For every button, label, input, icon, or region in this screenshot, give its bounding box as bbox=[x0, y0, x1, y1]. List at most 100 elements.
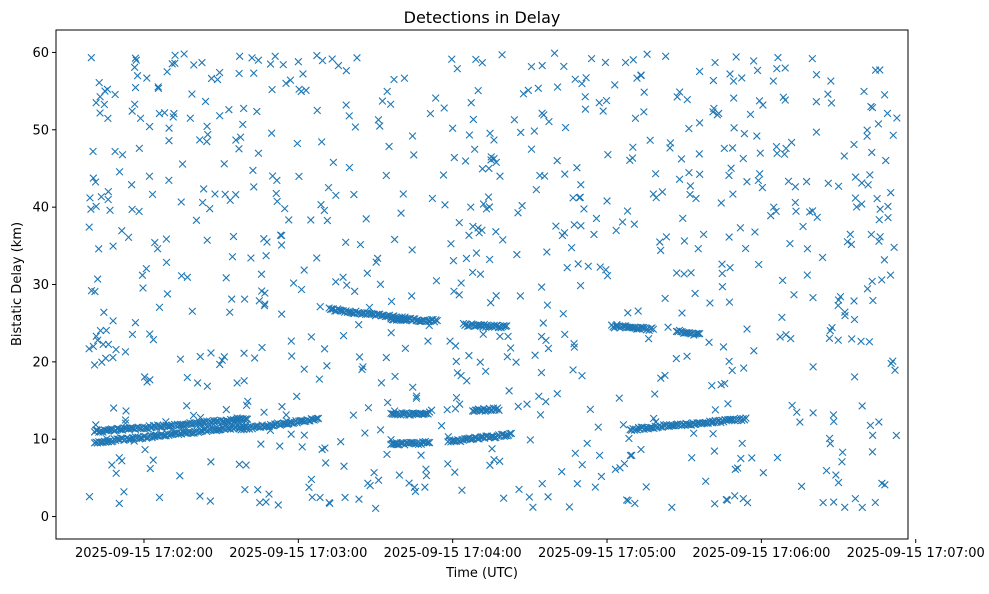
data-point-357 bbox=[755, 170, 764, 178]
data-point-704 bbox=[95, 78, 104, 87]
data-point-371 bbox=[536, 171, 544, 180]
data-point-177 bbox=[203, 382, 212, 391]
data-point-1095 bbox=[313, 414, 321, 423]
data-point-384 bbox=[371, 504, 380, 513]
data-point-169 bbox=[85, 344, 93, 353]
data-point-812 bbox=[865, 337, 874, 346]
data-point-700 bbox=[86, 194, 94, 202]
data-point-140 bbox=[382, 353, 391, 362]
data-point-762 bbox=[431, 94, 440, 102]
data-point-69 bbox=[850, 315, 859, 324]
data-point-646 bbox=[851, 194, 860, 202]
data-point-666 bbox=[118, 226, 126, 235]
x-tick-label-0: 2025-09-15 17:02:00 bbox=[75, 546, 213, 561]
data-point-267 bbox=[884, 213, 892, 222]
data-point-40 bbox=[262, 498, 270, 506]
data-point-5 bbox=[725, 298, 734, 306]
data-point-252 bbox=[139, 284, 147, 292]
data-point-501 bbox=[101, 354, 110, 363]
data-point-681 bbox=[279, 60, 288, 69]
data-point-315 bbox=[655, 238, 664, 246]
data-point-263 bbox=[263, 238, 271, 246]
data-point-213 bbox=[662, 233, 671, 241]
y-tick-label-0: 0 bbox=[41, 510, 49, 525]
data-point-645 bbox=[145, 122, 154, 131]
data-point-146 bbox=[488, 444, 496, 453]
data-point-633 bbox=[558, 231, 567, 240]
data-point-544 bbox=[250, 354, 259, 362]
data-point-50 bbox=[868, 277, 876, 286]
data-point-66 bbox=[658, 188, 667, 196]
data-point-413 bbox=[289, 279, 298, 287]
data-point-566 bbox=[850, 297, 858, 305]
data-point-687 bbox=[724, 399, 732, 408]
data-point-46 bbox=[155, 303, 164, 312]
data-point-536 bbox=[356, 240, 365, 249]
data-point-701 bbox=[87, 286, 96, 295]
data-point-569 bbox=[725, 233, 733, 241]
data-point-541 bbox=[410, 483, 419, 492]
data-point-699 bbox=[803, 244, 812, 253]
data-point-415 bbox=[578, 371, 586, 380]
data-point-277 bbox=[142, 264, 151, 273]
data-point-695 bbox=[231, 190, 240, 199]
data-point-738 bbox=[235, 52, 244, 61]
y-tick-label-4: 40 bbox=[32, 201, 49, 216]
data-point-209 bbox=[153, 244, 162, 253]
data-point-105 bbox=[163, 290, 172, 298]
data-point-1073 bbox=[282, 419, 290, 428]
data-point-170 bbox=[656, 374, 665, 382]
data-point-64 bbox=[443, 405, 451, 414]
data-point-791 bbox=[675, 175, 684, 184]
data-point-713 bbox=[115, 499, 124, 508]
data-point-26 bbox=[130, 63, 139, 72]
data-point-250 bbox=[145, 172, 154, 181]
data-point-1472 bbox=[692, 329, 701, 338]
data-point-728 bbox=[180, 50, 188, 58]
data-point-216 bbox=[273, 197, 282, 206]
data-point-283 bbox=[624, 309, 632, 317]
data-point-298 bbox=[694, 244, 703, 253]
data-point-748 bbox=[302, 86, 310, 95]
data-point-174 bbox=[258, 343, 266, 352]
data-point-794 bbox=[711, 58, 719, 67]
data-point-552 bbox=[215, 360, 224, 369]
data-point-682 bbox=[428, 194, 437, 203]
data-point-394 bbox=[96, 109, 104, 117]
data-point-18 bbox=[228, 252, 237, 261]
data-point-156 bbox=[222, 405, 231, 414]
data-point-198 bbox=[128, 205, 136, 214]
data-point-1244 bbox=[425, 438, 434, 447]
data-point-1465 bbox=[682, 328, 691, 337]
data-point-637 bbox=[417, 451, 425, 459]
data-point-14 bbox=[168, 60, 177, 68]
data-point-756 bbox=[374, 476, 383, 484]
data-point-107 bbox=[525, 493, 534, 501]
data-point-705 bbox=[92, 202, 100, 211]
data-point-1309 bbox=[493, 404, 502, 412]
data-point-149 bbox=[881, 156, 890, 165]
data-point-714 bbox=[120, 488, 128, 496]
data-point-493 bbox=[188, 90, 196, 98]
data-point-615 bbox=[87, 205, 95, 213]
data-point-759 bbox=[399, 190, 408, 198]
data-point-689 bbox=[739, 154, 748, 163]
data-point-819 bbox=[867, 102, 875, 111]
data-point-761 bbox=[421, 483, 429, 491]
data-point-152 bbox=[307, 475, 316, 484]
data-point-529 bbox=[276, 231, 285, 239]
data-point-190 bbox=[215, 111, 224, 120]
data-point-572 bbox=[451, 468, 459, 476]
data-point-684 bbox=[709, 108, 717, 116]
data-point-673 bbox=[457, 279, 465, 287]
data-point-102 bbox=[236, 133, 245, 141]
data-point-804 bbox=[799, 222, 807, 231]
data-point-573 bbox=[595, 451, 604, 460]
data-point-316 bbox=[866, 421, 875, 430]
data-point-424 bbox=[401, 344, 410, 353]
data-point-807 bbox=[827, 77, 835, 85]
data-point-636 bbox=[743, 325, 751, 333]
data-point-999 bbox=[187, 429, 196, 437]
data-point-449 bbox=[474, 86, 482, 95]
